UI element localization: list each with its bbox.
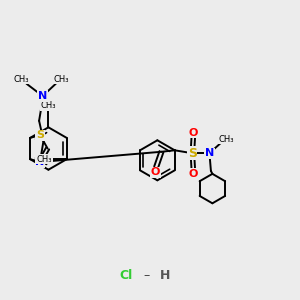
Text: N: N	[38, 91, 47, 101]
Text: CH₃: CH₃	[37, 154, 52, 164]
Text: Cl: Cl	[120, 268, 133, 282]
Text: N: N	[205, 148, 214, 158]
Text: CH₃: CH₃	[53, 75, 69, 84]
Text: CH₃: CH₃	[219, 135, 234, 144]
Text: O: O	[189, 128, 198, 138]
Text: CH₃: CH₃	[41, 101, 56, 110]
Text: N: N	[35, 157, 45, 167]
Text: S: S	[36, 130, 44, 140]
Text: H: H	[160, 268, 170, 282]
Text: O: O	[151, 167, 160, 177]
Text: CH₃: CH₃	[14, 75, 29, 84]
Text: O: O	[189, 169, 198, 179]
Text: S: S	[188, 147, 197, 160]
Text: –: –	[140, 268, 154, 282]
